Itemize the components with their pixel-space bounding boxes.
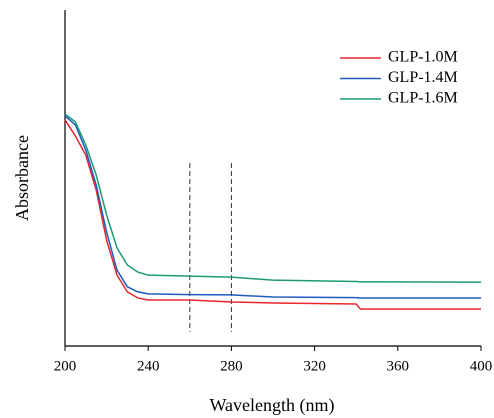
legend-label: GLP-1.0M [388, 49, 458, 66]
series-line [64, 113, 482, 283]
legend-label: GLP-1.4M [388, 69, 458, 86]
x-tick-label: 360 [387, 358, 410, 374]
series-line [64, 119, 481, 310]
y-axis-label: Absorbance [12, 135, 32, 221]
x-tick-label: 280 [220, 358, 243, 374]
legend-label: GLP-1.6M [388, 90, 458, 107]
x-tick-label: 320 [303, 358, 326, 374]
x-tick-label: 240 [137, 358, 160, 374]
x-tick-label: 200 [54, 358, 77, 374]
x-axis-label: Wavelength (nm) [209, 395, 334, 416]
x-tick-label: 400 [470, 358, 493, 374]
series-line [64, 115, 481, 299]
